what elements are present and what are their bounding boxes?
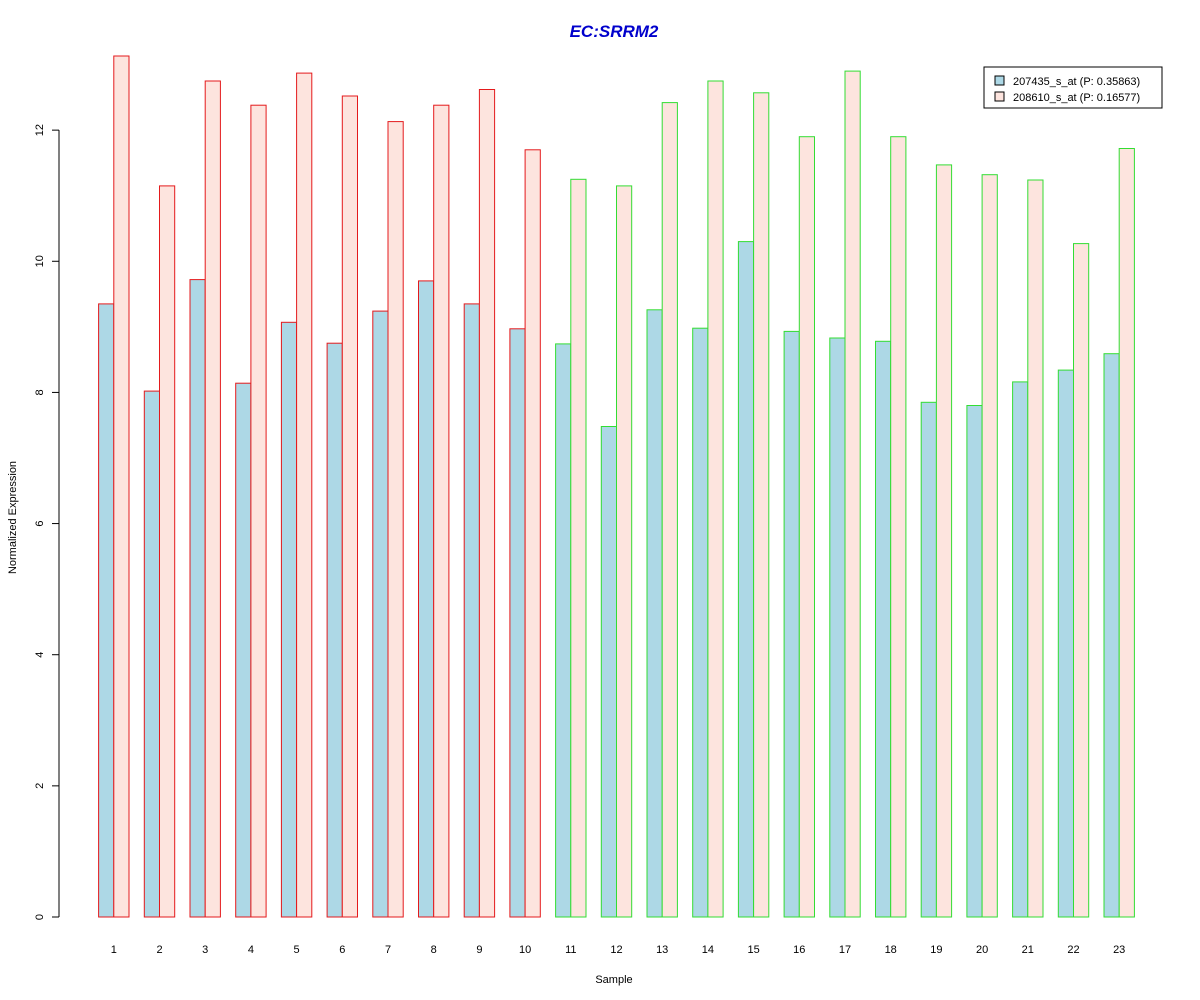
x-tick-label: 6 bbox=[339, 944, 345, 956]
bar-sample-15-series-1 bbox=[737, 241, 755, 918]
bar-sample-15-series-2 bbox=[753, 92, 770, 918]
bar-sample-5-series-1 bbox=[280, 321, 298, 918]
x-tick-label: 12 bbox=[610, 944, 622, 956]
legend-box bbox=[983, 66, 1163, 109]
bar-sample-7-series-2 bbox=[387, 121, 404, 918]
y-axis: 0 2 4 6 8 10 12 bbox=[34, 124, 60, 920]
bar-sample-2-series-1 bbox=[143, 390, 161, 918]
x-tick-label: 14 bbox=[702, 944, 714, 956]
bar-sample-20-series-1 bbox=[966, 405, 983, 918]
bar-sample-9-series-1 bbox=[463, 303, 480, 918]
bar-sample-21-series-2 bbox=[1027, 179, 1044, 918]
x-tick-label: 20 bbox=[976, 944, 988, 956]
bar-sample-8-series-1 bbox=[418, 280, 435, 918]
x-tick-label: 2 bbox=[156, 944, 162, 956]
x-tick-label: 9 bbox=[476, 944, 482, 956]
bar-sample-11-series-1 bbox=[555, 343, 572, 918]
bar-sample-16-series-1 bbox=[783, 330, 800, 918]
y-tick-label: 10 bbox=[34, 255, 46, 267]
bar-sample-6-series-2 bbox=[341, 95, 358, 918]
bar-sample-20-series-2 bbox=[981, 174, 998, 918]
bar-sample-3-series-2 bbox=[204, 80, 221, 918]
legend-swatch-series-2 bbox=[994, 91, 1005, 102]
x-tick-label: 8 bbox=[431, 944, 437, 956]
bar-sample-18-series-2 bbox=[890, 136, 907, 918]
y-tick-label: 6 bbox=[34, 521, 46, 527]
x-axis: 1 2 3 4 5 6 7 8 9 10 11 12 13 14 15 16 17 18 19 20 21 22 23 bbox=[111, 944, 1126, 956]
bar-sample-4-series-1 bbox=[235, 382, 252, 918]
x-tick-label: 1 bbox=[111, 944, 117, 956]
x-tick-label: 15 bbox=[747, 944, 759, 956]
bar-sample-7-series-1 bbox=[372, 310, 389, 918]
x-tick-label: 22 bbox=[1067, 944, 1079, 956]
bar-sample-1-series-1 bbox=[98, 303, 115, 918]
bar-sample-5-series-2 bbox=[296, 72, 313, 918]
x-tick-label: 3 bbox=[202, 944, 208, 956]
bar-sample-2-series-2 bbox=[159, 185, 176, 918]
x-axis-label: Sample bbox=[595, 974, 632, 986]
y-tick-label: 12 bbox=[34, 124, 46, 136]
bar-sample-6-series-1 bbox=[326, 342, 343, 918]
bar-sample-9-series-2 bbox=[478, 89, 496, 918]
x-tick-label: 23 bbox=[1113, 944, 1125, 956]
bar-sample-22-series-2 bbox=[1073, 243, 1090, 918]
x-tick-label: 7 bbox=[385, 944, 391, 956]
legend-label-series-2: 208610_s_at (P: 0.16577) bbox=[1013, 92, 1140, 104]
x-tick-label: 19 bbox=[930, 944, 942, 956]
y-tick-label: 8 bbox=[34, 389, 46, 395]
bar-sample-13-series-1 bbox=[646, 309, 663, 918]
bar-sample-1-series-2 bbox=[113, 55, 130, 918]
bar-sample-12-series-2 bbox=[616, 185, 633, 918]
x-tick-label: 11 bbox=[565, 944, 576, 956]
x-tick-label: 13 bbox=[656, 944, 668, 956]
bar-sample-8-series-2 bbox=[433, 104, 450, 918]
x-tick-label: 17 bbox=[839, 944, 851, 956]
bar-sample-14-series-2 bbox=[707, 80, 724, 918]
bar-sample-16-series-2 bbox=[798, 136, 815, 918]
bars-group bbox=[98, 55, 1135, 918]
bar-sample-10-series-1 bbox=[509, 328, 526, 918]
bar-sample-14-series-1 bbox=[692, 327, 709, 918]
x-tick-label: 16 bbox=[793, 944, 805, 956]
bar-sample-23-series-1 bbox=[1103, 353, 1120, 918]
bar-sample-18-series-1 bbox=[875, 340, 892, 918]
bar-sample-3-series-1 bbox=[189, 279, 206, 918]
bar-sample-13-series-2 bbox=[661, 102, 678, 918]
x-tick-label: 21 bbox=[1022, 944, 1034, 956]
y-tick-label: 0 bbox=[34, 914, 46, 920]
legend-label-series-1: 207435_s_at (P: 0.35863) bbox=[1013, 76, 1140, 88]
x-tick-label: 10 bbox=[519, 944, 531, 956]
x-tick-label: 18 bbox=[885, 944, 897, 956]
bar-sample-4-series-2 bbox=[250, 104, 267, 918]
bar-sample-12-series-1 bbox=[600, 426, 617, 918]
legend-swatch-series-1 bbox=[994, 75, 1005, 86]
bar-sample-23-series-2 bbox=[1118, 148, 1135, 918]
bar-sample-11-series-2 bbox=[570, 178, 587, 918]
bar-sample-17-series-2 bbox=[844, 70, 861, 918]
bar-sample-21-series-1 bbox=[1012, 381, 1029, 918]
legend: 207435_s_at (P: 0.35863) 208610_s_at (P:… bbox=[983, 66, 1163, 109]
y-tick-label: 2 bbox=[34, 783, 46, 789]
chart-title: EC:SRRM2 bbox=[570, 22, 659, 41]
bar-sample-19-series-1 bbox=[920, 401, 937, 918]
bar-sample-17-series-1 bbox=[829, 337, 846, 918]
y-tick-label: 4 bbox=[34, 652, 46, 658]
bar-sample-10-series-2 bbox=[524, 149, 541, 918]
bar-sample-22-series-1 bbox=[1057, 369, 1075, 918]
x-tick-label: 4 bbox=[248, 944, 254, 956]
y-axis-label: Normalized Expression bbox=[7, 461, 19, 574]
x-tick-label: 5 bbox=[294, 944, 300, 956]
bar-sample-19-series-2 bbox=[935, 164, 953, 918]
